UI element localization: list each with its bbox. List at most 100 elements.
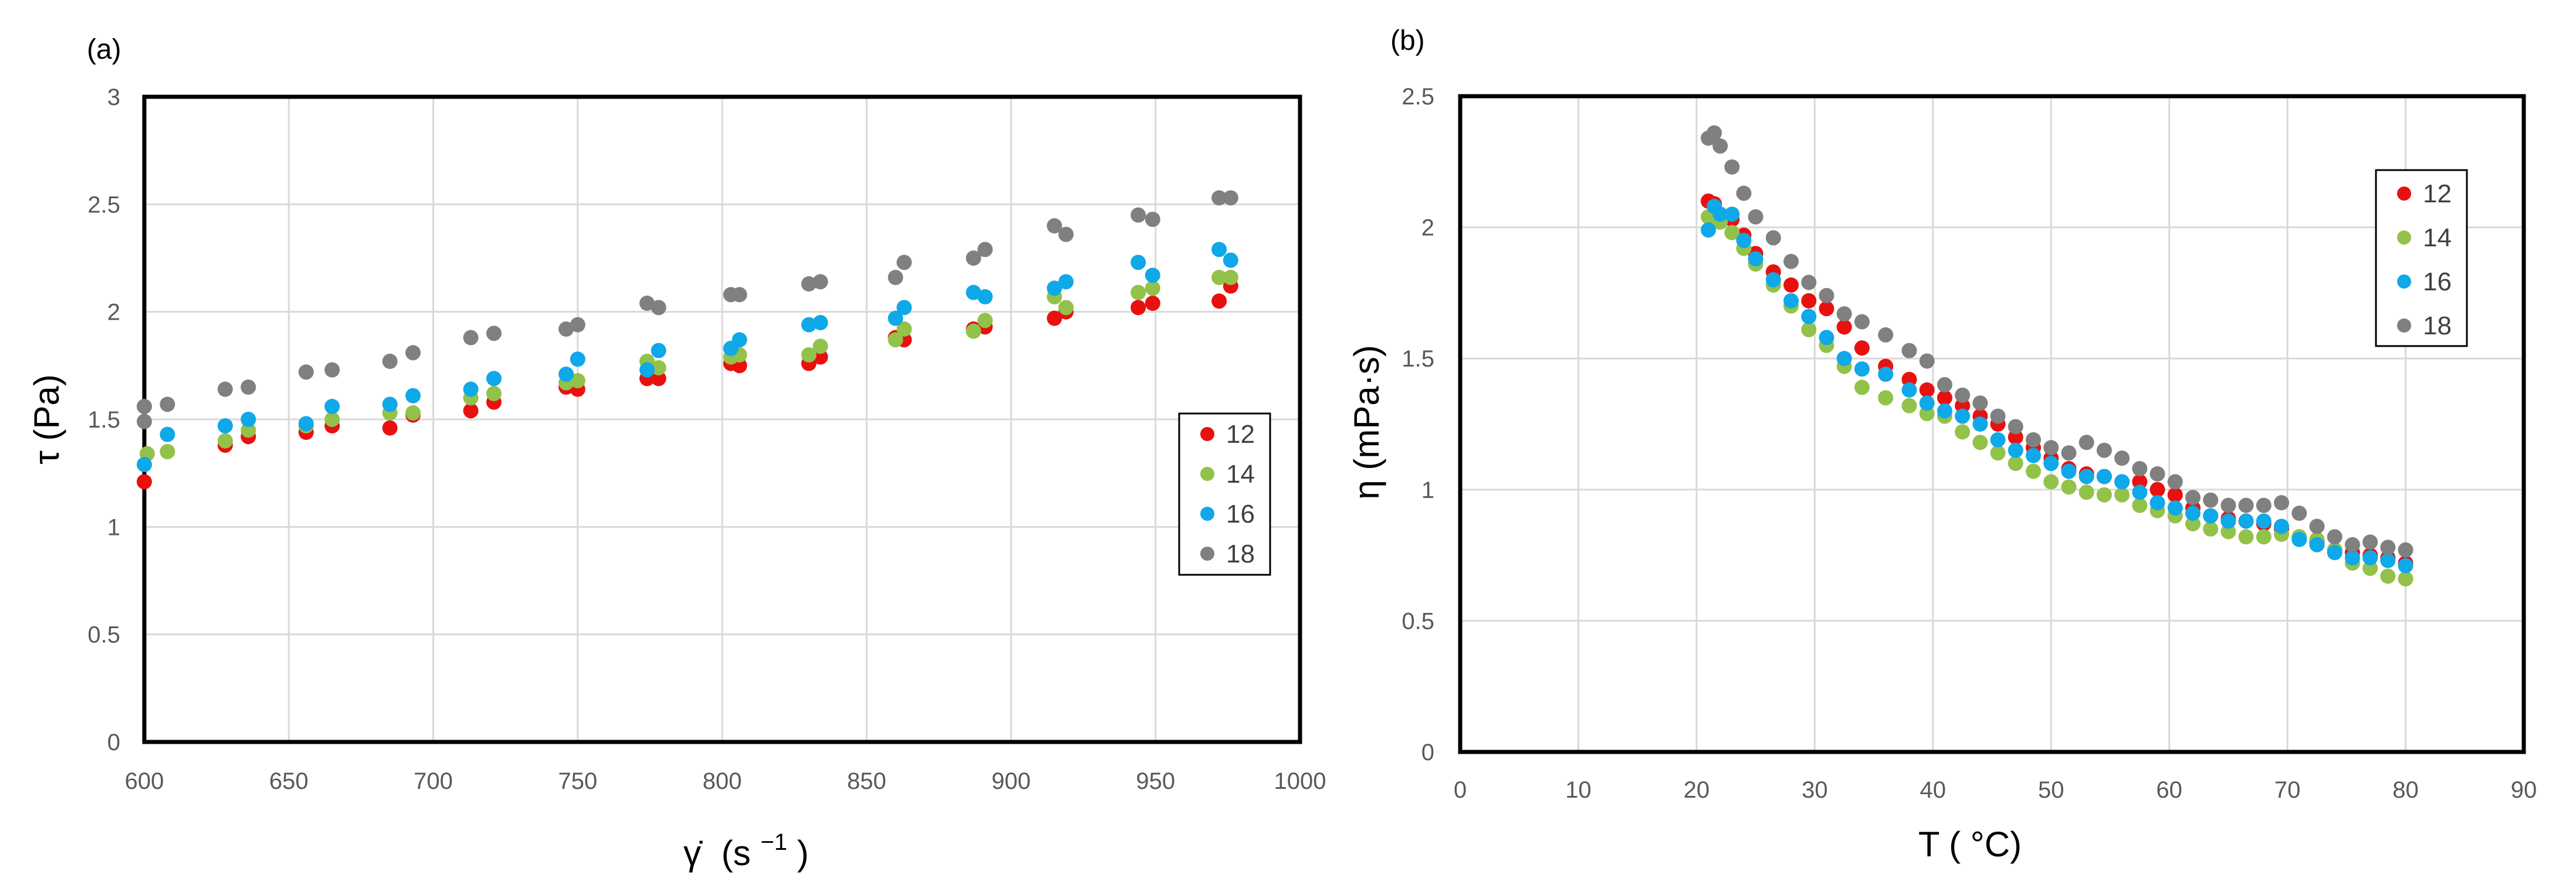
data-point-series-14 xyxy=(1990,445,2006,461)
data-point-series-12 xyxy=(137,474,152,490)
panel-a-y-tick-labels: 0 0.5 1 1.5 2 2.5 3 xyxy=(87,84,120,755)
data-point-series-12 xyxy=(1145,296,1160,311)
data-point-series-16 xyxy=(570,351,585,367)
panel-b-x-axis-title: T ( °C) xyxy=(1918,825,2022,864)
data-point-series-18 xyxy=(570,317,585,333)
data-point-series-16 xyxy=(2043,456,2059,472)
y-tick-label: 0.5 xyxy=(87,622,120,648)
data-point-series-18 xyxy=(1223,190,1238,206)
panel-b-x-tick-labels: 0 10 20 30 40 50 60 70 80 90 xyxy=(1454,777,2537,803)
data-point-series-18 xyxy=(888,270,903,285)
data-point-series-12 xyxy=(382,420,398,436)
data-point-series-14 xyxy=(486,386,502,401)
data-point-series-16 xyxy=(1854,361,1870,377)
y-tick-label: 0 xyxy=(1421,740,1434,765)
data-point-series-16 xyxy=(405,388,421,404)
data-point-series-16 xyxy=(1211,242,1227,257)
data-point-series-18 xyxy=(1919,353,1935,369)
data-point-series-18 xyxy=(2256,497,2272,513)
y-tick-label: 1 xyxy=(107,514,120,540)
data-point-series-16 xyxy=(2327,545,2343,561)
data-point-series-14 xyxy=(2398,571,2413,587)
data-point-series-12 xyxy=(1937,390,1952,406)
data-point-series-14 xyxy=(2362,560,2378,576)
data-point-series-16 xyxy=(977,289,993,304)
panel-a-legend-box xyxy=(1178,412,1271,576)
data-point-series-14 xyxy=(2185,516,2201,531)
data-point-series-14 xyxy=(570,373,585,388)
data-point-series-14 xyxy=(1972,435,1988,450)
data-point-series-14 xyxy=(2079,484,2094,500)
data-point-series-16 xyxy=(137,457,152,472)
data-point-series-16 xyxy=(1047,280,1062,296)
data-point-series-18 xyxy=(1211,190,1227,206)
x-tick-label: 0 xyxy=(1454,777,1467,803)
data-point-series-16 xyxy=(1972,416,1988,432)
data-point-series-14 xyxy=(1211,270,1227,285)
data-point-series-18 xyxy=(2043,440,2059,456)
data-point-series-18 xyxy=(1047,218,1062,233)
data-point-series-18 xyxy=(1819,287,1834,303)
data-point-series-18 xyxy=(2291,506,2307,521)
legend-marker-12 xyxy=(2397,187,2411,201)
data-point-series-16 xyxy=(651,343,666,358)
data-point-series-16 xyxy=(1783,293,1799,309)
series-18 xyxy=(137,190,1238,429)
data-point-series-18 xyxy=(463,330,479,345)
series-16 xyxy=(137,242,1238,472)
data-point-series-14 xyxy=(2026,463,2042,479)
data-point-series-12 xyxy=(1211,293,1227,309)
data-point-series-16 xyxy=(1712,206,1728,222)
data-point-series-18 xyxy=(2203,492,2219,508)
data-point-series-16 xyxy=(2150,495,2165,511)
data-point-series-14 xyxy=(896,321,912,337)
data-point-series-12 xyxy=(2167,487,2183,503)
data-point-series-12 xyxy=(2008,429,2023,445)
data-point-series-18 xyxy=(217,381,233,397)
data-point-series-18 xyxy=(2398,542,2413,558)
data-point-series-12 xyxy=(2150,482,2165,497)
data-point-series-14 xyxy=(2220,524,2236,540)
y-tick-label: 0.5 xyxy=(1402,608,1434,634)
data-point-series-18 xyxy=(1854,314,1870,330)
data-point-series-16 xyxy=(2132,484,2148,500)
data-point-series-14 xyxy=(2203,521,2219,537)
panel-a: (a) 0 0.5 1 1.5 2 2.5 3 600 650 700 750 800 850 900 9… xyxy=(27,34,1326,873)
data-point-series-16 xyxy=(382,396,398,412)
data-point-series-16 xyxy=(1937,403,1952,419)
legend-marker-14 xyxy=(1200,467,1214,481)
y-tick-label: 2 xyxy=(1421,215,1434,241)
data-point-series-18 xyxy=(2079,435,2094,450)
data-point-series-16 xyxy=(1145,267,1160,283)
panel-a-label: (a) xyxy=(87,34,121,65)
data-point-series-18 xyxy=(2380,540,2396,555)
data-point-series-18 xyxy=(1937,377,1952,392)
data-point-series-12 xyxy=(1854,340,1870,356)
data-point-series-18 xyxy=(241,379,256,395)
data-point-series-18 xyxy=(1145,212,1160,227)
x-tick-label: 30 xyxy=(1802,777,1828,803)
data-point-series-16 xyxy=(2362,550,2378,566)
panel-a-x-tick-labels: 600 650 700 750 800 850 900 950 1000 xyxy=(125,768,1326,794)
data-point-series-16 xyxy=(1878,367,1894,382)
data-point-series-14 xyxy=(1145,280,1160,296)
data-point-series-18 xyxy=(137,414,152,429)
data-point-series-18 xyxy=(324,362,340,378)
legend-label-16: 16 xyxy=(1226,500,1255,528)
data-point-series-14 xyxy=(2008,456,2023,472)
data-point-series-14 xyxy=(1058,300,1074,316)
data-point-series-16 xyxy=(2309,537,2325,553)
data-point-series-18 xyxy=(1765,230,1781,246)
data-point-series-14 xyxy=(2238,529,2254,545)
x-tick-label: 10 xyxy=(1565,777,1592,803)
data-point-series-12 xyxy=(2132,474,2148,490)
legend-label-16: 16 xyxy=(2423,267,2452,296)
panel-a-gridlines xyxy=(143,96,1301,743)
data-point-series-14 xyxy=(160,444,175,459)
x-tick-label: 650 xyxy=(269,768,309,794)
data-point-series-18 xyxy=(2114,450,2130,466)
x-axis-unit-close: ) xyxy=(797,833,809,873)
data-point-series-16 xyxy=(2256,513,2272,529)
data-point-series-16 xyxy=(160,426,175,442)
panel-b-plot-frame xyxy=(1458,94,2526,754)
